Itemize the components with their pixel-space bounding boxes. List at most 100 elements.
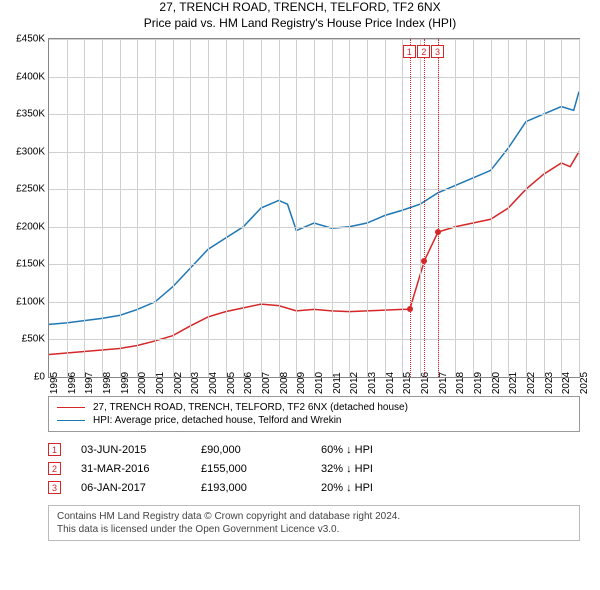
gridline-vertical — [491, 39, 492, 377]
x-axis-label: 2020 — [491, 372, 502, 394]
event-row: 3 06-JAN-2017£193,00020% ↓ HPI — [48, 478, 580, 497]
x-axis-label: 2003 — [190, 372, 201, 394]
x-axis-label: 2015 — [402, 372, 413, 394]
gridline-vertical — [279, 39, 280, 377]
chart-subtitle: Price paid vs. HM Land Registry's House … — [0, 16, 600, 30]
legend-swatch — [57, 407, 85, 408]
event-vline — [424, 39, 425, 377]
x-axis-label: 2008 — [279, 372, 290, 394]
x-axis-label: 2013 — [367, 372, 378, 394]
footnote-line: Contains HM Land Registry data © Crown c… — [57, 510, 571, 523]
legend-swatch — [57, 420, 85, 421]
gridline-vertical — [243, 39, 244, 377]
events-table: 1 03-JUN-2015£90,00060% ↓ HPI 2 31-MAR-2016… — [48, 440, 580, 497]
gridline-vertical — [173, 39, 174, 377]
x-axis-label: 2025 — [579, 372, 590, 394]
gridline-vertical — [190, 39, 191, 377]
legend-label: 27, TRENCH ROAD, TRENCH, TELFORD, TF2 6N… — [93, 402, 408, 413]
x-axis-label: 2006 — [243, 372, 254, 394]
x-axis-label: 2004 — [208, 372, 219, 394]
legend: 27, TRENCH ROAD, TRENCH, TELFORD, TF2 6N… — [48, 396, 580, 432]
event-row: 2 31-MAR-2016£155,00032% ↓ HPI — [48, 459, 580, 478]
event-date: 06-JAN-2017 — [81, 482, 201, 494]
gridline-vertical — [296, 39, 297, 377]
chart-container: 27, TRENCH ROAD, TRENCH, TELFORD, TF2 6N… — [0, 0, 600, 590]
footnote: Contains HM Land Registry data © Crown c… — [48, 505, 580, 541]
chart-title: 27, TRENCH ROAD, TRENCH, TELFORD, TF2 6N… — [0, 0, 600, 14]
x-axis-label: 2024 — [561, 372, 572, 394]
y-axis-label: £0 — [34, 372, 45, 383]
event-vline — [438, 39, 439, 377]
gridline-vertical — [349, 39, 350, 377]
y-axis-label: £200K — [16, 221, 45, 232]
gridline-vertical — [226, 39, 227, 377]
event-dot — [421, 258, 427, 264]
event-number-box: 3 — [48, 481, 61, 494]
event-number-box: 2 — [48, 462, 61, 475]
event-dot — [435, 229, 441, 235]
event-date: 03-JUN-2015 — [81, 444, 201, 456]
gridline-vertical — [67, 39, 68, 377]
gridline-vertical — [508, 39, 509, 377]
x-axis-label: 1995 — [49, 372, 60, 394]
gridline-vertical — [473, 39, 474, 377]
plot: £0£50K£100K£150K£200K£250K£300K£350K£400… — [48, 38, 580, 378]
gridline-vertical — [261, 39, 262, 377]
event-pct: 20% ↓ HPI — [321, 482, 373, 494]
footnote-line: This data is licensed under the Open Gov… — [57, 523, 571, 536]
gridline-vertical — [402, 39, 403, 377]
y-axis-label: £300K — [16, 146, 45, 157]
event-number-box: 1 — [48, 443, 61, 456]
event-marker-box: 2 — [417, 45, 430, 58]
event-price: £193,000 — [201, 482, 321, 494]
x-axis-label: 2010 — [314, 372, 325, 394]
gridline-vertical — [155, 39, 156, 377]
gridline-vertical — [526, 39, 527, 377]
x-axis-label: 1996 — [67, 372, 78, 394]
x-axis-label: 2007 — [261, 372, 272, 394]
gridline-vertical — [84, 39, 85, 377]
y-axis-label: £350K — [16, 109, 45, 120]
gridline-vertical — [120, 39, 121, 377]
x-axis-label: 2005 — [226, 372, 237, 394]
gridline-vertical — [544, 39, 545, 377]
gridline-vertical — [455, 39, 456, 377]
event-price: £90,000 — [201, 444, 321, 456]
event-marker-box: 1 — [403, 45, 416, 58]
x-axis-label: 2017 — [438, 372, 449, 394]
gridline-vertical — [579, 39, 580, 377]
chart-area: £0£50K£100K£150K£200K£250K£300K£350K£400… — [48, 38, 580, 378]
event-dot — [407, 306, 413, 312]
gridline-vertical — [208, 39, 209, 377]
x-axis-label: 2018 — [455, 372, 466, 394]
y-axis-label: £100K — [16, 296, 45, 307]
gridline-vertical — [137, 39, 138, 377]
x-axis-label: 1998 — [102, 372, 113, 394]
event-price: £155,000 — [201, 463, 321, 475]
x-axis-label: 2022 — [526, 372, 537, 394]
event-pct: 32% ↓ HPI — [321, 463, 373, 475]
x-axis-label: 2009 — [296, 372, 307, 394]
gridline-vertical — [420, 39, 421, 377]
gridline-vertical — [561, 39, 562, 377]
legend-item: HPI: Average price, detached house, Telf… — [57, 414, 571, 427]
gridline-vertical — [385, 39, 386, 377]
legend-label: HPI: Average price, detached house, Telf… — [93, 415, 342, 426]
x-axis-label: 2002 — [173, 372, 184, 394]
x-axis-label: 2014 — [385, 372, 396, 394]
event-date: 31-MAR-2016 — [81, 463, 201, 475]
event-pct: 60% ↓ HPI — [321, 444, 373, 456]
legend-item: 27, TRENCH ROAD, TRENCH, TELFORD, TF2 6N… — [57, 401, 571, 414]
x-axis-label: 2011 — [332, 372, 343, 394]
y-axis-label: £50K — [22, 334, 45, 345]
x-axis-label: 2000 — [137, 372, 148, 394]
x-axis-label: 1997 — [84, 372, 95, 394]
x-axis-label: 2001 — [155, 372, 166, 394]
event-row: 1 03-JUN-2015£90,00060% ↓ HPI — [48, 440, 580, 459]
gridline-vertical — [314, 39, 315, 377]
y-axis-label: £400K — [16, 71, 45, 82]
y-axis-label: £150K — [16, 259, 45, 270]
x-axis-label: 2023 — [544, 372, 555, 394]
y-axis-label: £450K — [16, 34, 45, 45]
x-axis-label: 1999 — [120, 372, 131, 394]
